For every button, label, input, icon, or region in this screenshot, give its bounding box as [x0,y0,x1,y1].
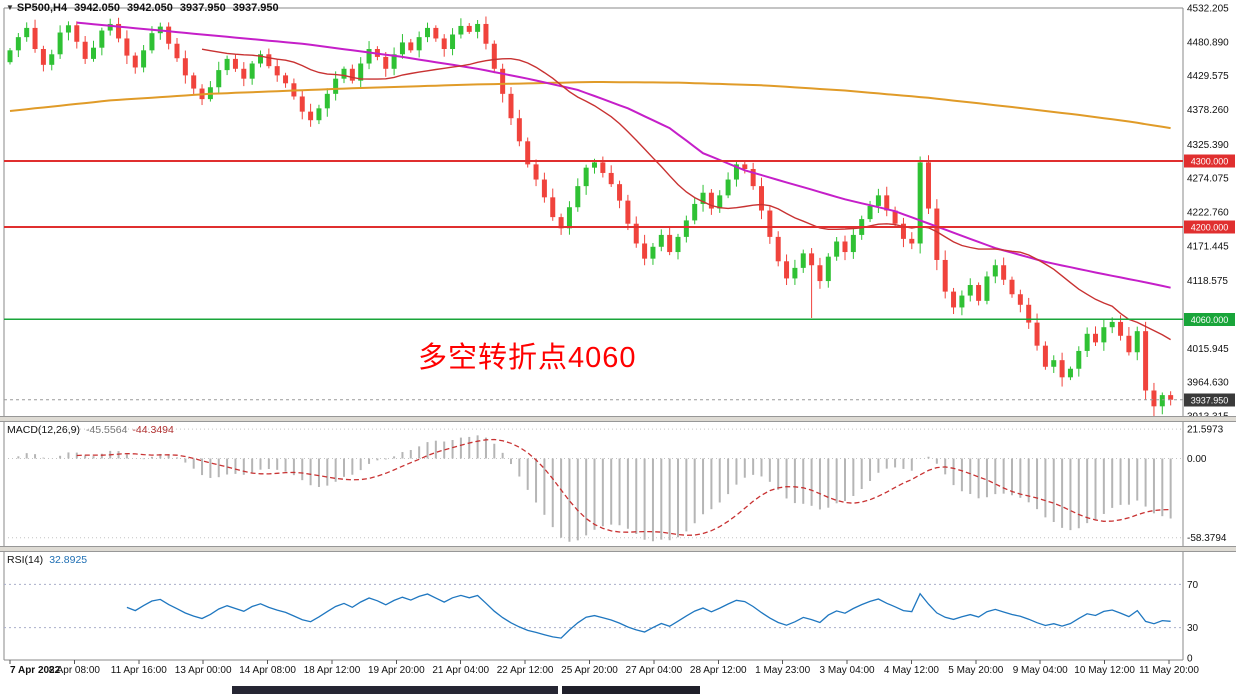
svg-text:10 May 12:00: 10 May 12:00 [1074,665,1135,676]
svg-text:1 May 23:00: 1 May 23:00 [755,665,810,676]
taskbar-item[interactable] [232,686,558,694]
svg-text:4325.390: 4325.390 [1187,140,1229,151]
svg-text:3937.950: 3937.950 [1191,395,1229,405]
svg-text:0: 0 [1187,654,1193,665]
ma-medium-line [76,21,1171,289]
rsi-line [126,592,1171,639]
rsi-axis: 70 30 0 [4,580,1199,665]
svg-text:4532.205: 4532.205 [1187,4,1229,15]
svg-text:4378.260: 4378.260 [1187,105,1229,116]
rsi-value: 32.8925 [49,554,88,566]
svg-text:11 May 20:00: 11 May 20:00 [1139,665,1199,676]
svg-text:70: 70 [1187,580,1199,591]
macd-main-value: -45.5564 [85,424,128,436]
macd-indicator-label: MACD(12,26,9) -45.5564 -44.3494 [7,424,174,436]
ohlc-close: 3937.950 [232,2,279,14]
svg-text:18 Apr 12:00: 18 Apr 12:00 [304,665,361,676]
svg-text:25 Apr 20:00: 25 Apr 20:00 [561,665,618,676]
svg-text:8 Apr 08:00: 8 Apr 08:00 [49,665,101,676]
svg-text:4200.000: 4200.000 [1191,223,1229,233]
price-level-badge-4200.000: 4200.000 [1184,220,1235,234]
rsi-name: RSI(14) [7,554,44,566]
ohlc-low: 3937.950 [179,2,226,14]
svg-text:30: 30 [1187,623,1199,634]
svg-text:4480.890: 4480.890 [1187,37,1229,48]
macd-signal-line [76,438,1171,536]
price-level-badge-4300.000: 4300.000 [1184,154,1235,168]
svg-text:27 Apr 04:00: 27 Apr 04:00 [626,665,683,676]
ohlc-high: 3942.050 [126,2,173,14]
svg-text:4 May 12:00: 4 May 12:00 [884,665,939,676]
macd-histogram [17,435,1172,542]
svg-text:22 Apr 12:00: 22 Apr 12:00 [497,665,554,676]
svg-text:19 Apr 20:00: 19 Apr 20:00 [368,665,425,676]
svg-text:3964.630: 3964.630 [1187,378,1229,389]
svg-text:-58.3794: -58.3794 [1187,533,1227,544]
svg-text:4015.945: 4015.945 [1187,344,1229,355]
svg-text:28 Apr 12:00: 28 Apr 12:00 [690,665,747,676]
svg-text:7 Apr 2022: 7 Apr 2022 [10,665,61,676]
panel-separator[interactable] [0,546,1236,552]
ohlc-open: 3942.050 [74,2,120,14]
svg-text:4118.575: 4118.575 [1187,276,1228,287]
macd-signal-value: -44.3494 [132,424,174,436]
svg-text:4171.445: 4171.445 [1187,241,1229,252]
svg-text:14 Apr 08:00: 14 Apr 08:00 [239,665,296,676]
macd-axis: 21.5973 0.00 -58.3794 [4,425,1227,544]
candles [7,16,1174,417]
svg-text:21 Apr 04:00: 21 Apr 04:00 [432,665,489,676]
svg-text:4274.075: 4274.075 [1187,174,1229,185]
svg-text:4300.000: 4300.000 [1191,157,1229,167]
current-price-badge: 3937.950 [1184,393,1235,407]
rsi-indicator-label: RSI(14) 32.8925 [7,554,87,566]
svg-text:0.00: 0.00 [1187,454,1207,465]
chart-annotation-text[interactable]: 多空转折点4060 [418,342,637,374]
ma-fast-line [201,48,1171,341]
panel-borders [3,7,1184,661]
macd-name: MACD(12,26,9) [7,424,80,436]
symbol-marker-icon: ▼ [6,3,14,12]
svg-text:4222.760: 4222.760 [1187,208,1229,219]
svg-text:21.5973: 21.5973 [1187,425,1224,436]
taskbar-item[interactable] [562,686,700,694]
taskbar [0,686,1236,694]
ma-slow-line [9,81,1171,130]
panel-separator[interactable] [0,416,1236,422]
svg-text:13 Apr 00:00: 13 Apr 00:00 [175,665,232,676]
symbol-period-label: SP500,H4 [16,2,68,14]
svg-text:4429.575: 4429.575 [1187,71,1229,82]
svg-text:11 Apr 16:00: 11 Apr 16:00 [111,665,167,676]
price-level-badge-4060.000: 4060.000 [1184,312,1235,326]
svg-text:5 May 20:00: 5 May 20:00 [948,665,1003,676]
svg-text:3 May 04:00: 3 May 04:00 [820,665,875,676]
svg-text:4060.000: 4060.000 [1191,315,1229,325]
chart-ohlc-header: ▼ SP500,H4 3942.050 3942.050 3937.950 3937.95… [6,2,279,14]
svg-text:9 May 04:00: 9 May 04:00 [1013,665,1068,676]
